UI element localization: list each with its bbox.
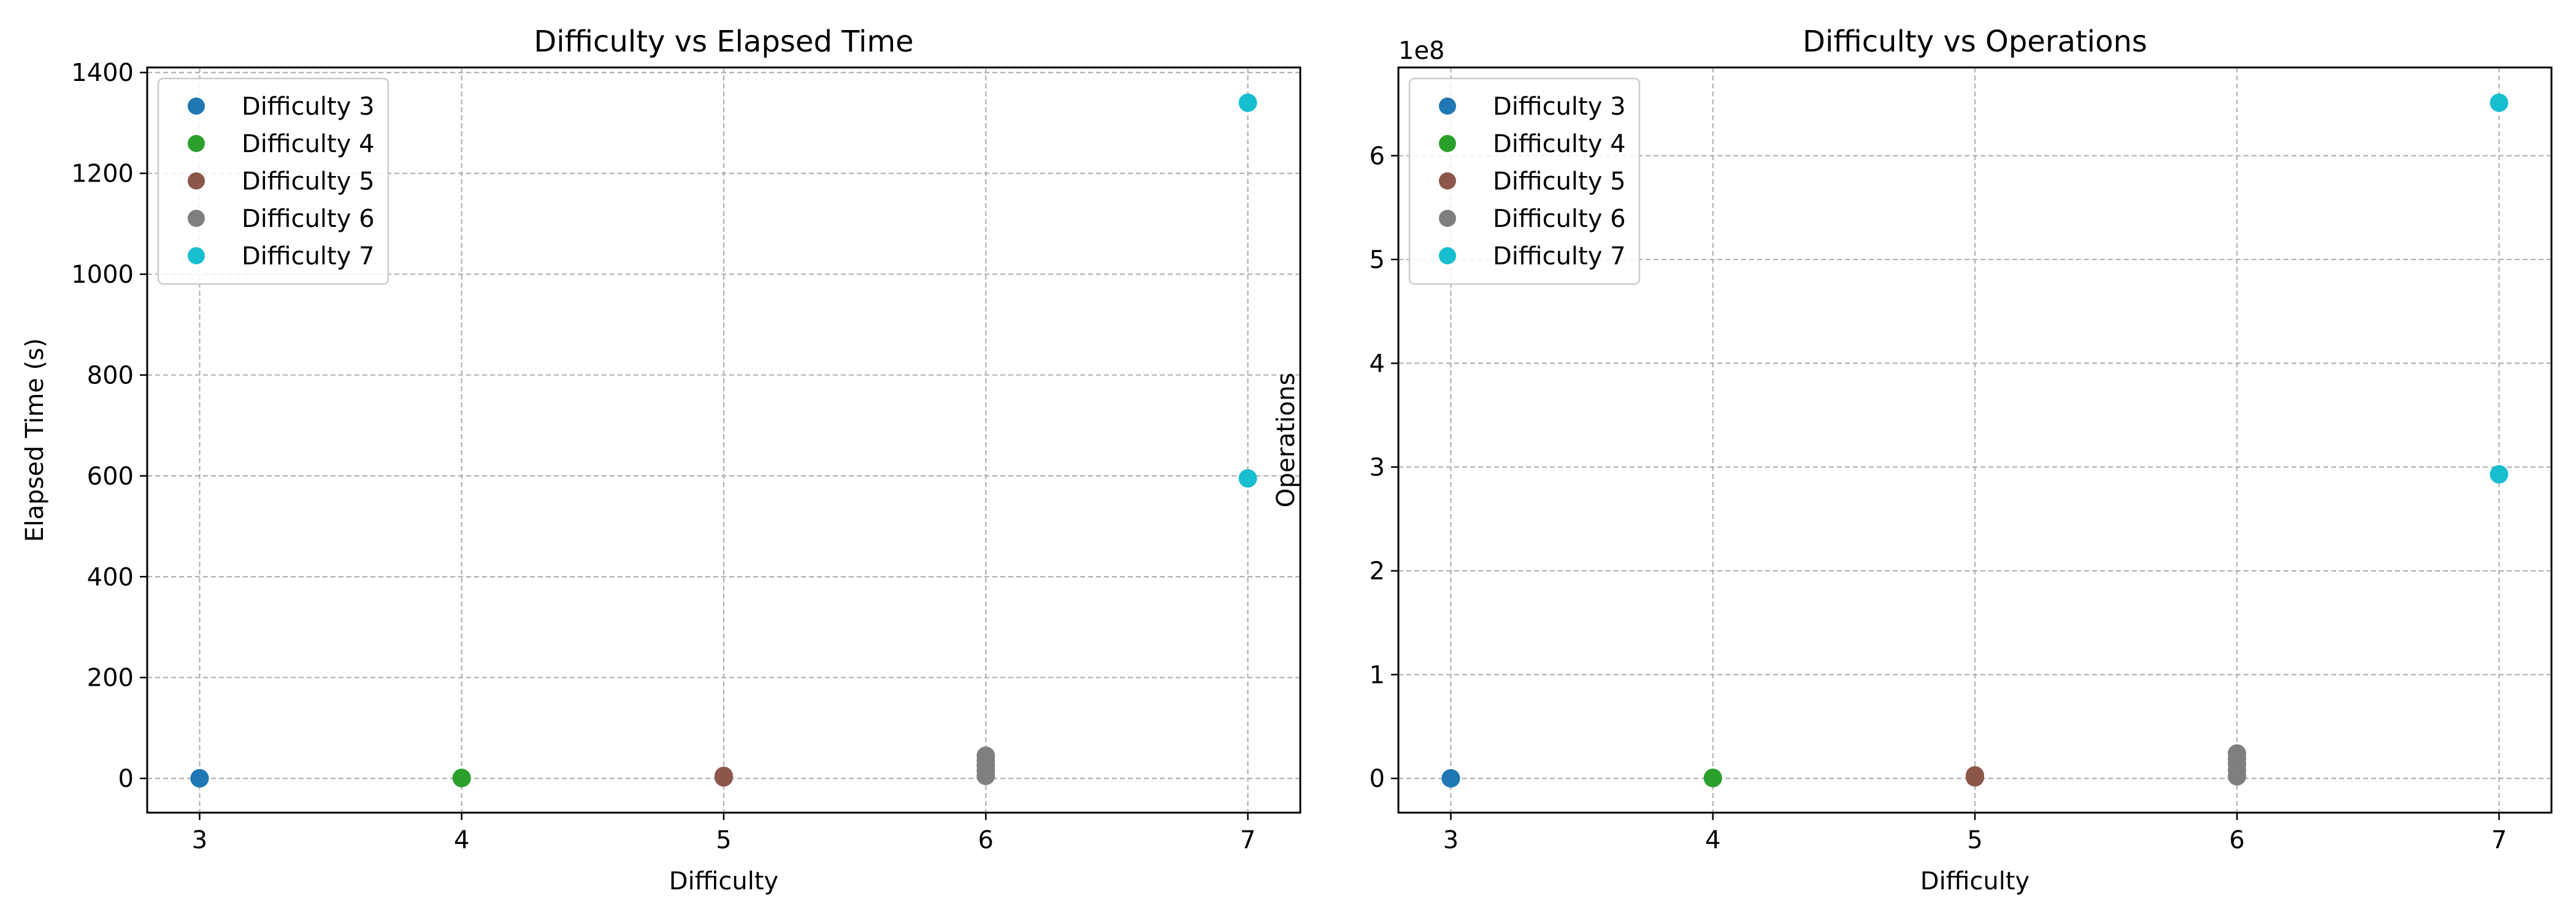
x-tick-label: 6 xyxy=(978,826,994,854)
data-point xyxy=(1238,469,1257,488)
legend-entry: Difficulty 7 xyxy=(1439,242,1626,270)
y-tick-label: 1400 xyxy=(71,59,134,87)
legend-box xyxy=(1408,77,1641,285)
legend-marker xyxy=(188,98,205,115)
scatter-points xyxy=(1441,93,2509,788)
legend-entry: Difficulty 7 xyxy=(188,242,375,270)
legend-marker xyxy=(188,247,205,264)
legend-marker xyxy=(188,210,205,227)
data-point xyxy=(452,769,471,788)
data-point xyxy=(976,746,995,765)
data-point xyxy=(2490,465,2509,484)
legend-label: Difficulty 3 xyxy=(1493,93,1626,121)
legend-entry: Difficulty 6 xyxy=(1439,205,1626,233)
x-tick-label: 3 xyxy=(192,826,207,854)
x-tick-label: 4 xyxy=(1705,826,1720,854)
legend-entry: Difficulty 5 xyxy=(1439,167,1626,196)
y-tick-label: 2 xyxy=(1370,558,1385,586)
legend-label: Difficulty 5 xyxy=(1493,167,1626,196)
legend: Difficulty 3 Difficulty 4 Difficulty 5 D… xyxy=(157,77,389,285)
y-tick-label: 0 xyxy=(118,765,134,793)
y-tick-label: 1200 xyxy=(71,160,134,188)
y-tick-label: 1 xyxy=(1370,661,1385,689)
data-point xyxy=(190,769,209,788)
y-axis-label: Elapsed Time (s) xyxy=(21,338,49,542)
x-tick-label: 3 xyxy=(1443,826,1459,854)
legend-label: Difficulty 4 xyxy=(242,130,375,158)
data-point xyxy=(715,766,733,785)
legend-box xyxy=(157,77,389,285)
y-offset-label: 1e8 xyxy=(1398,37,1445,65)
legend-entry: Difficulty 4 xyxy=(1439,130,1626,158)
legend-marker xyxy=(188,172,205,190)
x-tick-label: 7 xyxy=(2491,826,2507,854)
data-point xyxy=(1703,769,1722,788)
legend-entry: Difficulty 3 xyxy=(188,93,375,121)
legend-marker xyxy=(1439,210,1456,227)
legend-entry: Difficulty 5 xyxy=(188,167,375,196)
legend-label: Difficulty 6 xyxy=(242,205,375,233)
y-axis-label: Operations xyxy=(1272,373,1300,508)
legend-entry: Difficulty 3 xyxy=(1439,93,1626,121)
x-axis-label: Difficulty xyxy=(1920,867,2030,895)
legend-marker xyxy=(188,135,205,152)
y-tick-label: 1000 xyxy=(71,261,134,289)
legend: Difficulty 3 Difficulty 4 Difficulty 5 D… xyxy=(1408,77,1641,285)
y-tick-label: 3 xyxy=(1370,453,1385,481)
data-point xyxy=(1966,766,1984,785)
y-tick-label: 600 xyxy=(87,462,134,491)
x-tick-label: 5 xyxy=(716,826,731,854)
legend-label: Difficulty 6 xyxy=(1493,205,1626,233)
y-tick-label: 400 xyxy=(87,563,134,591)
data-point xyxy=(1441,769,1460,788)
chart-elapsed-time: 3 4 5 6 7 0 200 400 600 800 1000 1200 1400 Difficult… xyxy=(21,25,1301,895)
axis-ticks: 3 4 5 6 7 0 200 400 600 800 1000 1200 1400 xyxy=(71,59,1255,854)
chart-title: Difficulty vs Elapsed Time xyxy=(534,25,913,59)
y-tick-label: 800 xyxy=(87,361,134,389)
legend-marker xyxy=(1439,135,1456,152)
y-tick-label: 4 xyxy=(1370,350,1385,378)
x-axis-label: Difficulty xyxy=(669,867,778,895)
legend-label: Difficulty 7 xyxy=(1493,242,1626,270)
x-tick-label: 5 xyxy=(1967,826,1982,854)
y-tick-label: 6 xyxy=(1370,142,1385,171)
legend-label: Difficulty 7 xyxy=(242,242,375,270)
y-tick-label: 0 xyxy=(1370,765,1385,793)
legend-label: Difficulty 4 xyxy=(1493,130,1626,158)
legend-marker xyxy=(1439,172,1456,190)
x-tick-label: 4 xyxy=(454,826,469,854)
chart-operations: 3 4 5 6 7 0 1 2 3 4 5 6 Difficulty vs Operations Di… xyxy=(1272,25,2553,895)
x-tick-label: 7 xyxy=(1240,826,1255,854)
legend-marker xyxy=(1439,247,1456,264)
data-point xyxy=(2228,744,2247,763)
legend-entry: Difficulty 4 xyxy=(188,130,375,158)
legend-label: Difficulty 5 xyxy=(242,167,375,196)
legend-marker xyxy=(1439,98,1456,115)
legend-label: Difficulty 3 xyxy=(242,93,375,121)
axis-ticks: 3 4 5 6 7 0 1 2 3 4 5 6 xyxy=(1370,142,2507,854)
chart-title: Difficulty vs Operations xyxy=(1803,25,2147,59)
legend-entry: Difficulty 6 xyxy=(188,205,375,233)
data-point xyxy=(2490,93,2509,112)
y-tick-label: 5 xyxy=(1370,246,1385,274)
x-tick-label: 6 xyxy=(2229,826,2245,854)
scatter-points xyxy=(190,93,1257,788)
y-tick-label: 200 xyxy=(87,664,134,692)
data-point xyxy=(1238,93,1257,112)
